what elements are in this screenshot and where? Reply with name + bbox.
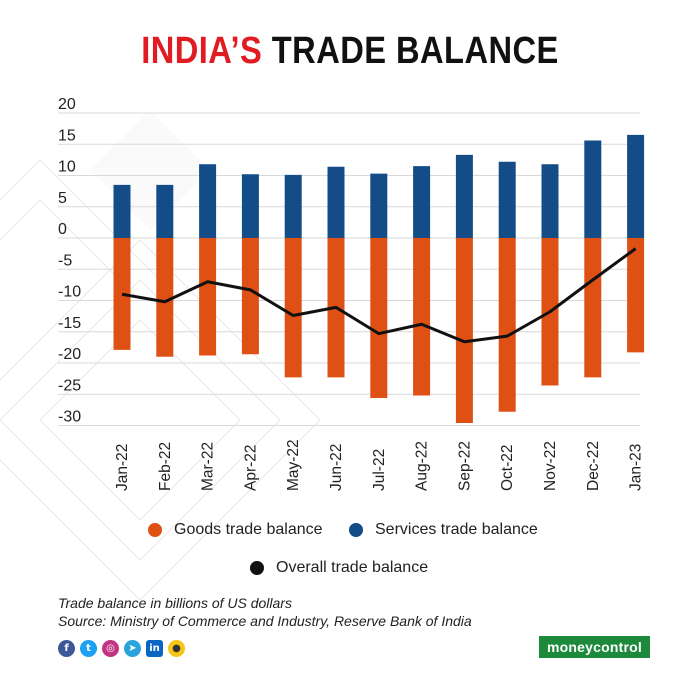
telegram-icon[interactable]: ➤ (124, 640, 141, 657)
y-tick-label: -5 (58, 252, 72, 269)
x-axis-tick-labels: Jan-22 Feb-22 Mar-22 Apr-22 May-22 Jun-22 Jul-… (114, 439, 645, 491)
goods-bar (370, 238, 388, 398)
y-tick-label: -10 (58, 284, 81, 301)
x-tick-label: Jun-22 (328, 444, 345, 491)
legend-overall: Overall trade balance (250, 559, 428, 577)
goods-bar (199, 238, 217, 356)
y-tick-label: 10 (58, 159, 76, 176)
services-bar (370, 173, 388, 238)
y-tick-label: 5 (58, 190, 67, 207)
legend-overall-label: Overall trade balance (276, 559, 429, 576)
instagram-icon[interactable]: ◎ (102, 640, 119, 657)
services-bar (498, 161, 516, 238)
x-tick-label: Apr-22 (242, 444, 259, 491)
services-bar (199, 164, 217, 238)
legend-services: Services trade balance (349, 521, 538, 539)
x-tick-label: Jan-23 (628, 444, 645, 491)
bars (113, 134, 645, 423)
footnote-units: Trade balance in billions of US dollars (58, 595, 292, 611)
x-tick-label: Oct-22 (499, 444, 516, 491)
legend-services-label: Services trade balance (375, 521, 538, 538)
koo-icon[interactable]: ● (168, 640, 185, 657)
x-tick-label: Sep-22 (456, 441, 473, 491)
services-bar (113, 184, 131, 238)
y-tick-label: -15 (58, 315, 81, 332)
title-part-red: INDIA’S (141, 30, 263, 72)
legend-services-swatch (349, 523, 363, 537)
goods-bar (156, 238, 174, 357)
moneycontrol-logo: moneycontrol (539, 636, 650, 658)
y-axis-tick-labels: 20 15 10 5 0 -5 -10 -15 -20 -25 -30 (58, 96, 81, 426)
services-bar (541, 164, 559, 238)
x-tick-label: Mar-22 (200, 442, 217, 491)
x-tick-label: May-22 (285, 439, 302, 491)
linkedin-icon[interactable]: in (146, 640, 163, 657)
goods-bar (241, 238, 259, 355)
y-tick-label: 20 (58, 96, 76, 113)
legend-goods: Goods trade balance (148, 521, 323, 539)
legend-goods-swatch (148, 523, 162, 537)
services-bar (241, 174, 259, 238)
goods-bar (455, 238, 473, 423)
services-bar (413, 166, 431, 238)
goods-bar (584, 238, 602, 378)
services-bar (455, 154, 473, 238)
services-bar (284, 174, 302, 238)
goods-bar (113, 238, 131, 350)
x-tick-label: Jan-22 (114, 444, 131, 491)
y-tick-label: -30 (58, 409, 81, 426)
x-tick-label: Dec-22 (585, 441, 602, 491)
services-bar (156, 184, 174, 238)
overall-trade-line (121, 247, 637, 344)
x-tick-label: Aug-22 (414, 441, 431, 491)
goods-bar (498, 238, 516, 412)
services-bar (327, 166, 345, 238)
x-tick-label: Feb-22 (157, 442, 174, 491)
overall-line (121, 247, 637, 344)
services-bar (627, 134, 645, 238)
goods-bar (627, 238, 645, 353)
facebook-icon[interactable]: f (58, 640, 75, 657)
chart-title: INDIA’S TRADE BALANCE (49, 30, 651, 73)
goods-bar (284, 238, 302, 378)
services-bar (584, 140, 602, 238)
y-tick-label: 0 (58, 221, 67, 238)
social-icons: f t ◎ ➤ in ● (58, 640, 185, 657)
y-tick-label: -20 (58, 346, 81, 363)
x-tick-label: Jul-22 (371, 449, 388, 491)
twitter-icon[interactable]: t (80, 640, 97, 657)
footnote-source: Source: Ministry of Commerce and Industr… (58, 613, 472, 629)
x-tick-label: Nov-22 (542, 441, 559, 491)
legend-goods-label: Goods trade balance (174, 521, 323, 538)
title-part-black: TRADE BALANCE (271, 30, 559, 72)
y-tick-label: -25 (58, 377, 81, 394)
goods-bar (413, 238, 431, 396)
y-tick-label: 15 (58, 127, 76, 144)
legend-overall-swatch (250, 561, 264, 575)
